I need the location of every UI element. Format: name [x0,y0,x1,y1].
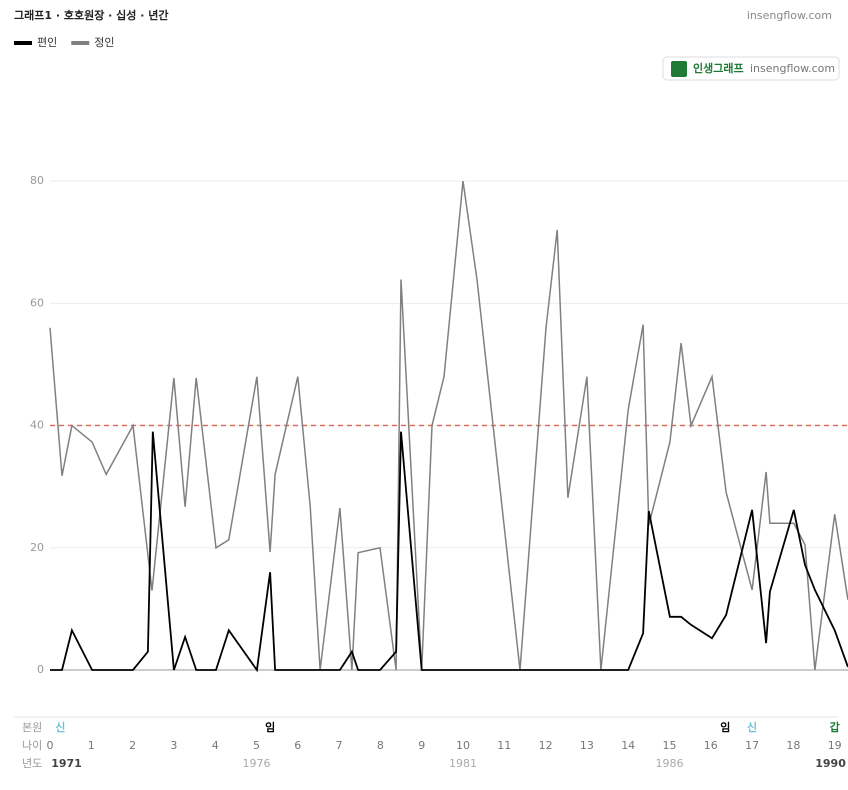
x-tick-label: 12 [539,739,553,752]
chart-title: 그래프1 · 호호원장 · 십성 · 년간 [14,8,169,22]
y-tick-label: 40 [30,419,44,432]
legend-label: 정인 [94,36,114,49]
x-tick-label: 4 [212,739,219,752]
year-label: 1990 [815,757,846,770]
year-label: 1981 [449,757,477,770]
y-tick-label: 60 [30,296,44,309]
x-tick-label: 11 [497,739,511,752]
badge-site: insengflow.com [750,62,835,75]
pillar-label: 갑 [830,721,840,734]
legend-swatch [14,41,32,45]
year-label: 1976 [243,757,271,770]
pillar-label: 임 [265,721,275,734]
x-tick-label: 16 [704,739,718,752]
row-label: 년도 [22,757,42,770]
x-tick-label: 7 [336,739,343,752]
x-tick-label: 1 [88,739,95,752]
series-line [50,431,848,673]
x-tick-label: 13 [580,739,594,752]
y-tick-label: 20 [30,541,44,554]
x-tick-label: 15 [663,739,677,752]
x-tick-label: 8 [377,739,384,752]
y-tick-label: 80 [30,174,44,187]
x-tick-label: 19 [828,739,842,752]
legend-label: 편인 [37,36,57,49]
series-line [49,180,848,671]
x-tick-label: 3 [170,739,177,752]
y-tick-label: 0 [37,663,44,676]
badge-name: 인생그래프 [693,61,744,75]
x-tick-label: 18 [786,739,800,752]
x-tick-label: 2 [129,739,136,752]
x-tick-label: 6 [294,739,301,752]
x-tick-label: 5 [253,739,260,752]
pillar-label: 신 [55,720,65,734]
x-tick-label: 0 [47,739,54,752]
x-tick-label: 9 [418,739,425,752]
x-tick-label: 10 [456,739,470,752]
badge [662,56,840,81]
legend-swatch [71,41,90,45]
badge-icon [671,61,687,77]
x-tick-label: 17 [745,739,759,752]
year-label: 1971 [51,757,82,770]
pillar-label: 신 [747,720,757,734]
row-label: 나이 [22,739,42,752]
row-label: 본원 [22,721,42,734]
x-tick-label: 14 [621,739,635,752]
site: insengflow.com [747,9,832,22]
year-label: 1986 [656,757,684,770]
pillar-label: 임 [720,721,730,734]
